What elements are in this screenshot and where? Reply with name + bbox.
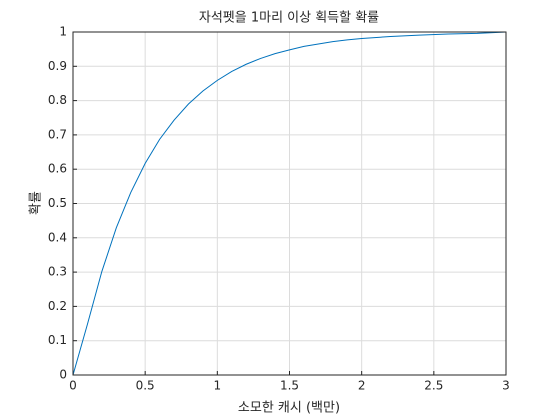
y-tick-label: 0.2 [48,299,67,313]
y-tick-label: 0.8 [48,93,67,107]
y-axis-label: 확률 [29,191,44,215]
x-tick-label: 3 [502,379,510,393]
x-tick-label: 1.5 [280,379,299,393]
x-tick-label: 1 [214,379,222,393]
y-tick-label: 0.5 [48,196,67,210]
x-tick-label: 2.5 [424,379,443,393]
x-tick-label: 0 [69,379,77,393]
y-tick-label: 0.7 [48,127,67,141]
y-tick-label: 0 [59,368,67,382]
y-tick-label: 0.6 [48,162,67,176]
y-tick-label: 0.9 [48,59,67,73]
x-tick-label: 2 [358,379,366,393]
y-tick-label: 0.4 [48,230,67,244]
chart-title: 자석펫을 1마리 이상 획득할 확률 [199,11,379,26]
plot-frame [72,31,507,376]
data-line [72,31,507,376]
x-tick-label: 0.5 [136,379,155,393]
y-tick-label: 1 [59,25,67,39]
y-tick-label: 0.3 [48,265,67,279]
x-axis-label: 소모한 캐시 (백만) [238,401,340,416]
y-tick-label: 0.1 [48,333,67,347]
